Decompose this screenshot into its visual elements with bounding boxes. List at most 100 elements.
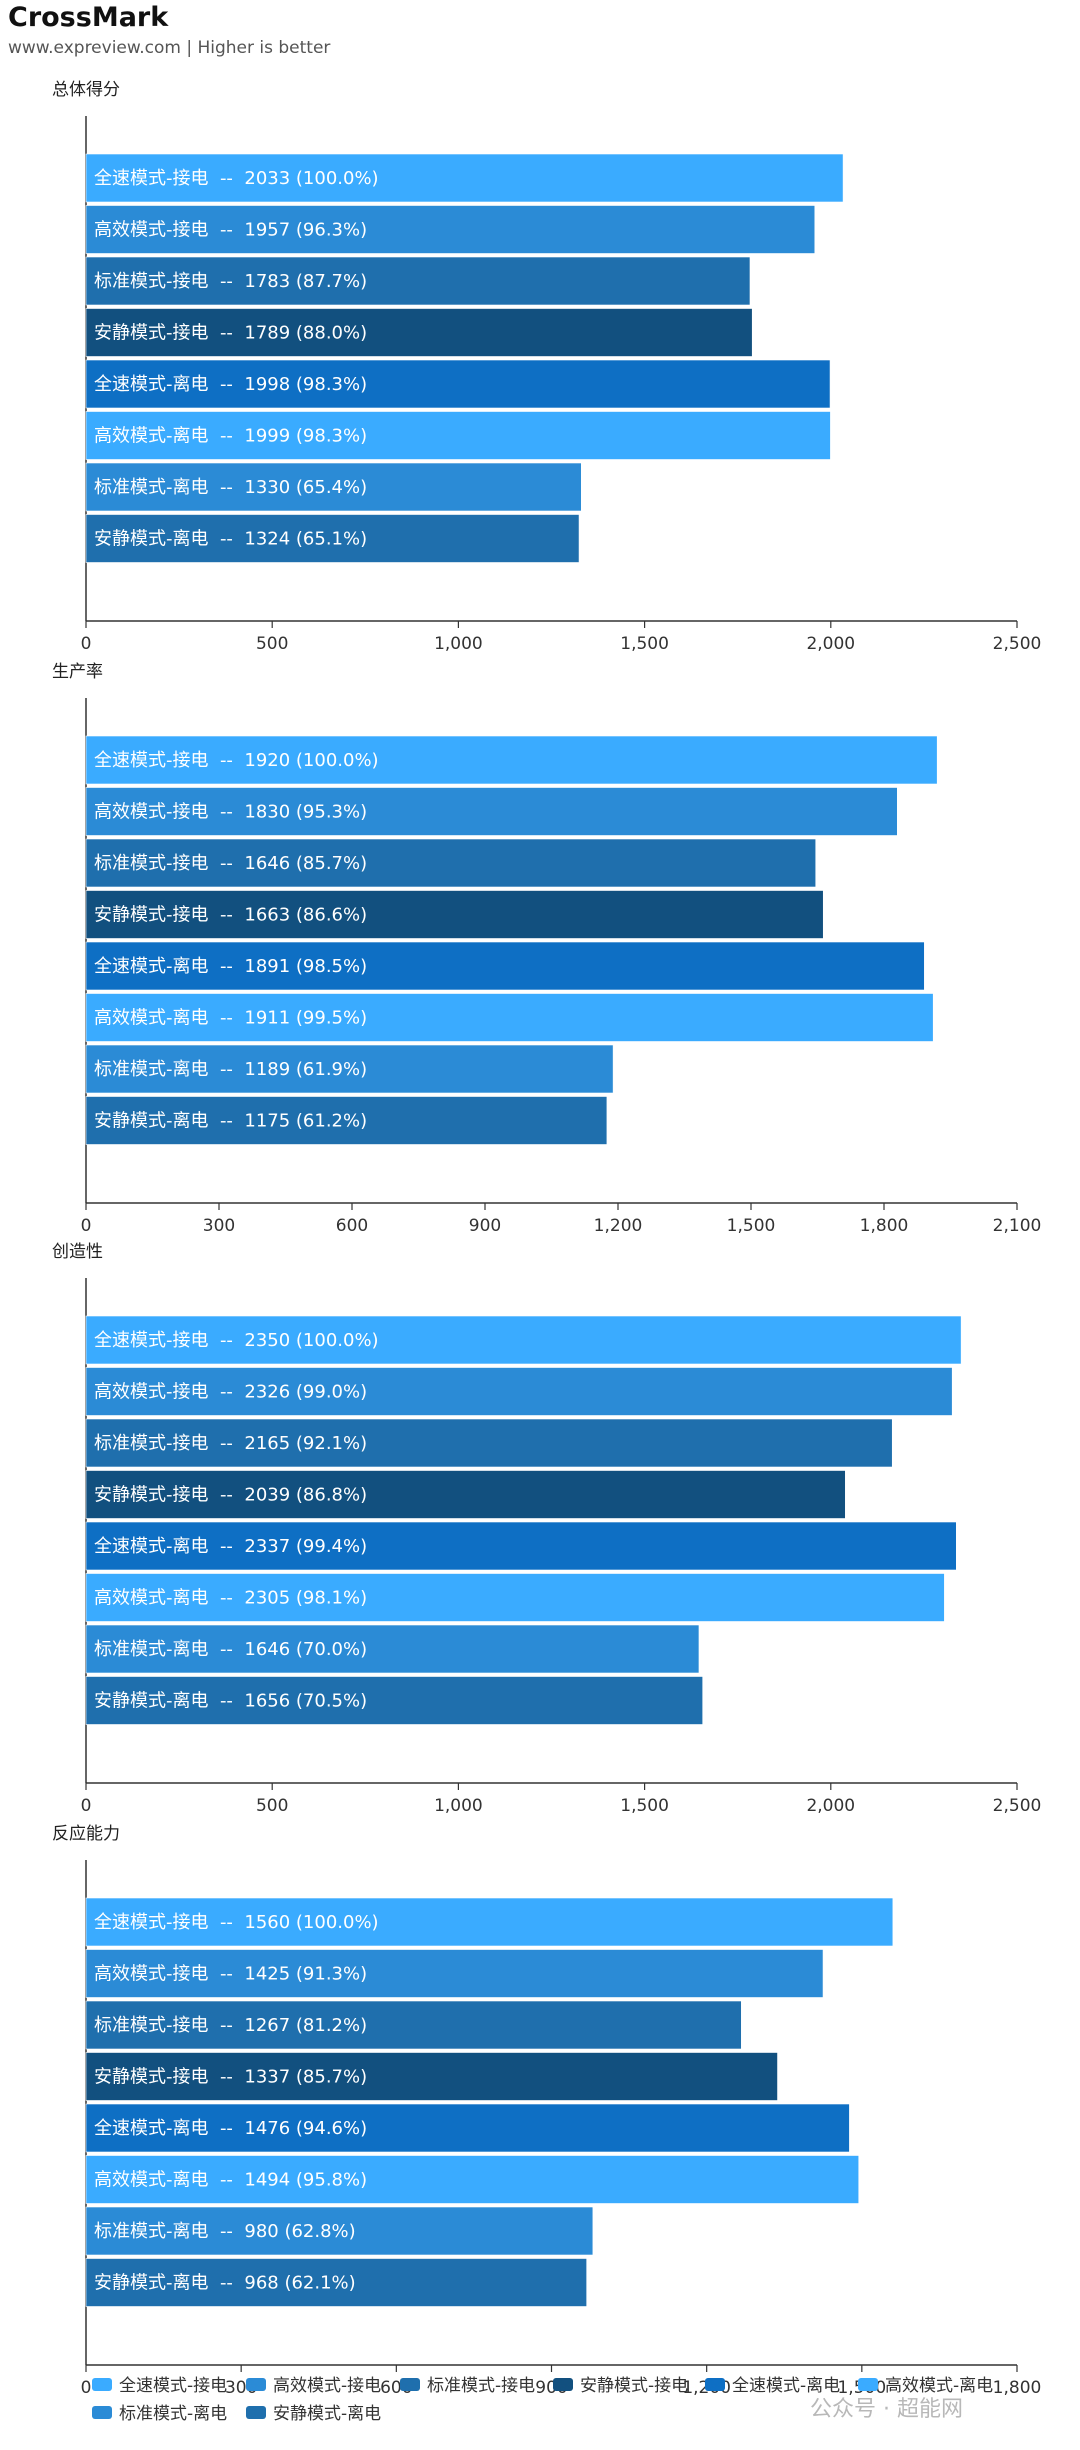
bar-label: 全速模式-离电 -- 1476 (94.6%) bbox=[94, 2118, 367, 2139]
bar-label: 全速模式-离电 -- 2337 (99.4%) bbox=[94, 1536, 367, 1557]
x-tick-label: 600 bbox=[336, 1216, 368, 1236]
watermark: 公众号 · 超能网 bbox=[810, 2397, 963, 2422]
bar bbox=[85, 1897, 894, 1947]
legend-swatch bbox=[858, 2378, 878, 2391]
bar bbox=[85, 514, 580, 563]
bar-label: 标准模式-离电 -- 1189 (61.9%) bbox=[94, 1059, 367, 1080]
bar-label: 标准模式-离电 -- 1646 (70.0%) bbox=[94, 1639, 367, 1660]
x-tick-label: 0 bbox=[81, 2378, 92, 2398]
bar bbox=[85, 308, 753, 357]
bar bbox=[85, 411, 831, 460]
page-subtitle: www.expreview.com | Higher is better bbox=[8, 38, 331, 58]
bar-label: 安静模式-离电 -- 1175 (61.2%) bbox=[94, 1111, 367, 1132]
bar-label: 高效模式-离电 -- 2305 (98.1%) bbox=[94, 1588, 367, 1609]
bar bbox=[85, 1676, 703, 1725]
legend-label: 安静模式-离电 bbox=[273, 2404, 381, 2424]
legend-swatch bbox=[246, 2378, 266, 2391]
x-tick-label: 0 bbox=[81, 634, 92, 654]
bar-label: 安静模式-接电 -- 1789 (88.0%) bbox=[94, 323, 367, 344]
x-tick-label: 2,100 bbox=[993, 1216, 1042, 1236]
x-tick-label: 2,500 bbox=[993, 634, 1042, 654]
bar-label: 安静模式-离电 -- 968 (62.1%) bbox=[94, 2273, 356, 2294]
x-tick-label: 2,500 bbox=[993, 1796, 1042, 1816]
bar bbox=[85, 2258, 587, 2307]
legend-label: 高效模式-接电 bbox=[273, 2376, 381, 2396]
bar-label: 标准模式-接电 -- 2165 (92.1%) bbox=[94, 1433, 367, 1454]
bar-label: 标准模式-离电 -- 980 (62.8%) bbox=[94, 2221, 356, 2242]
panel-title: 生产率 bbox=[52, 662, 103, 682]
legend-label: 标准模式-接电 bbox=[427, 2376, 535, 2396]
x-tick-label: 500 bbox=[256, 634, 288, 654]
bar bbox=[85, 1418, 893, 1468]
bar bbox=[85, 2000, 742, 2050]
panel-title: 创造性 bbox=[52, 1242, 103, 1262]
bar-label: 高效模式-离电 -- 1999 (98.3%) bbox=[94, 426, 367, 447]
bar bbox=[85, 359, 831, 409]
bar bbox=[85, 1315, 962, 1365]
bar-label: 全速模式-离电 -- 1891 (98.5%) bbox=[94, 956, 367, 977]
bar bbox=[85, 2155, 860, 2204]
bar-label: 全速模式-离电 -- 1998 (98.3%) bbox=[94, 374, 367, 395]
bar bbox=[85, 1096, 608, 1145]
panel-title: 总体得分 bbox=[52, 80, 120, 100]
bar bbox=[85, 1367, 953, 1416]
x-tick-label: 1,500 bbox=[620, 1796, 669, 1816]
legend-swatch bbox=[705, 2378, 725, 2391]
bar bbox=[85, 735, 938, 785]
bar bbox=[85, 256, 751, 306]
bar bbox=[85, 941, 925, 991]
bar bbox=[85, 153, 844, 203]
x-tick-label: 1,800 bbox=[860, 1216, 909, 1236]
bar-label: 高效模式-离电 -- 1494 (95.8%) bbox=[94, 2170, 367, 2191]
legend-swatch bbox=[400, 2378, 420, 2391]
legend-swatch bbox=[246, 2406, 266, 2419]
bar bbox=[85, 1949, 824, 1998]
bar bbox=[85, 462, 582, 512]
x-tick-label: 2,000 bbox=[806, 1796, 855, 1816]
legend-label: 高效模式-离电 bbox=[885, 2376, 993, 2396]
bar-label: 安静模式-接电 -- 2039 (86.8%) bbox=[94, 1485, 367, 1506]
bar bbox=[85, 205, 816, 254]
x-tick-label: 1,500 bbox=[727, 1216, 776, 1236]
bar-label: 标准模式-接电 -- 1646 (85.7%) bbox=[94, 853, 367, 874]
x-tick-label: 1,000 bbox=[434, 1796, 483, 1816]
bar bbox=[85, 2206, 594, 2256]
bar bbox=[85, 838, 817, 888]
legend-label: 全速模式-接电 bbox=[119, 2376, 227, 2396]
bar bbox=[85, 2103, 850, 2153]
bar-label: 高效模式-接电 -- 1830 (95.3%) bbox=[94, 802, 367, 823]
legend-label: 标准模式-离电 bbox=[119, 2404, 227, 2424]
bar bbox=[85, 787, 898, 836]
x-tick-label: 500 bbox=[256, 1796, 288, 1816]
x-tick-label: 0 bbox=[81, 1796, 92, 1816]
bar-label: 全速模式-接电 -- 1920 (100.0%) bbox=[94, 750, 379, 771]
x-tick-label: 900 bbox=[469, 1216, 501, 1236]
x-tick-label: 300 bbox=[203, 1216, 235, 1236]
bar-label: 高效模式-接电 -- 2326 (99.0%) bbox=[94, 1382, 367, 1403]
bar-label: 安静模式-接电 -- 1663 (86.6%) bbox=[94, 905, 367, 926]
legend-swatch bbox=[92, 2378, 112, 2391]
bar bbox=[85, 1521, 957, 1571]
bar bbox=[85, 1470, 846, 1519]
bar bbox=[85, 890, 824, 939]
legend-label: 安静模式-接电 bbox=[580, 2376, 688, 2396]
legend-swatch bbox=[92, 2406, 112, 2419]
bar-label: 全速模式-接电 -- 2350 (100.0%) bbox=[94, 1330, 379, 1351]
bar-label: 安静模式-离电 -- 1324 (65.1%) bbox=[94, 529, 367, 550]
legend-label: 全速模式-离电 bbox=[732, 2376, 840, 2396]
bar bbox=[85, 2052, 778, 2101]
bar bbox=[85, 1573, 945, 1622]
page-title: CrossMark bbox=[8, 2, 169, 33]
bar-label: 高效模式-离电 -- 1911 (99.5%) bbox=[94, 1008, 367, 1029]
bar-label: 标准模式-接电 -- 1267 (81.2%) bbox=[94, 2015, 367, 2036]
bar-label: 高效模式-接电 -- 1425 (91.3%) bbox=[94, 1964, 367, 1985]
bar bbox=[85, 1624, 700, 1674]
bar-label: 全速模式-接电 -- 1560 (100.0%) bbox=[94, 1912, 379, 1933]
bar-label: 全速模式-接电 -- 2033 (100.0%) bbox=[94, 168, 379, 189]
bar bbox=[85, 993, 934, 1042]
bar bbox=[85, 1044, 614, 1094]
x-tick-label: 1,500 bbox=[620, 634, 669, 654]
x-tick-label: 1,200 bbox=[594, 1216, 643, 1236]
bar-label: 安静模式-接电 -- 1337 (85.7%) bbox=[94, 2067, 367, 2088]
